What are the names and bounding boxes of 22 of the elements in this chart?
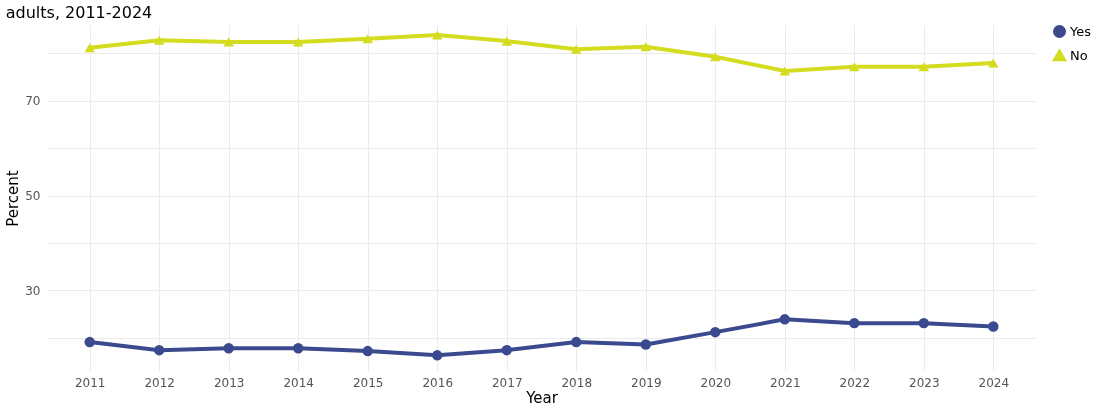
y-tick-label: 30 <box>25 283 41 298</box>
y-axis-title: Percent <box>4 170 23 227</box>
x-tick-label: 2012 <box>144 375 175 390</box>
legend-label: No <box>1070 47 1088 63</box>
x-tick-label: 2016 <box>422 375 454 390</box>
y-tick-label: 70 <box>25 94 41 109</box>
x-tick-label: 2019 <box>630 375 662 390</box>
x-tick-label: 2021 <box>770 375 801 390</box>
x-tick-label: 2017 <box>491 375 523 390</box>
x-axis-title: Year <box>525 388 559 407</box>
x-tick-label: 2020 <box>700 375 732 390</box>
x-tick-label: 2023 <box>909 375 940 390</box>
x-tick-label: 2011 <box>74 375 106 390</box>
y-tick-label: 50 <box>25 189 41 204</box>
x-tick-label: 2013 <box>213 375 245 390</box>
chart-title: adults, 2011-2024 <box>5 3 153 22</box>
x-tick-label: 2024 <box>978 375 1010 390</box>
x-tick-label: 2018 <box>561 375 593 390</box>
x-tick-label: 2014 <box>283 375 314 390</box>
x-tick-label: 2022 <box>839 375 871 390</box>
legend-label: Yes <box>1069 23 1092 39</box>
x-tick-label: 2015 <box>352 375 384 390</box>
